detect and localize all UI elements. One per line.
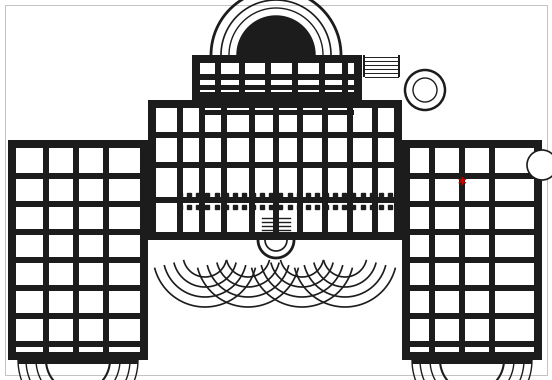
Bar — [489, 148, 495, 352]
Text: *: * — [458, 176, 466, 194]
Bar — [347, 108, 353, 232]
Bar — [402, 352, 542, 360]
Bar — [354, 55, 362, 100]
Bar — [410, 201, 534, 207]
Bar — [103, 148, 109, 352]
Bar — [410, 173, 534, 179]
Bar — [319, 63, 325, 92]
Bar — [410, 341, 534, 347]
Bar — [215, 63, 221, 92]
Bar — [8, 352, 148, 360]
Bar — [410, 313, 534, 319]
Bar — [16, 201, 140, 207]
Bar — [43, 148, 49, 352]
Bar — [16, 341, 140, 347]
Bar — [177, 108, 183, 232]
Circle shape — [527, 150, 552, 180]
Bar — [16, 229, 140, 235]
Bar — [410, 229, 534, 235]
Bar — [410, 285, 534, 291]
Bar — [402, 140, 410, 360]
Bar — [16, 285, 140, 291]
Bar — [8, 140, 16, 360]
Bar — [192, 55, 362, 63]
Bar — [398, 55, 400, 77]
Bar — [402, 140, 542, 148]
Bar — [73, 148, 79, 352]
Bar — [148, 100, 402, 108]
Bar — [322, 108, 328, 232]
Circle shape — [413, 78, 437, 102]
Bar — [156, 162, 394, 168]
Bar — [199, 108, 205, 232]
Bar — [16, 257, 140, 263]
Bar — [459, 148, 465, 352]
Bar — [156, 132, 394, 138]
Bar — [16, 313, 140, 319]
Bar — [148, 100, 156, 240]
Bar — [342, 63, 348, 92]
Bar — [273, 108, 279, 232]
Bar — [429, 148, 435, 352]
Circle shape — [405, 70, 445, 110]
Bar — [394, 100, 402, 240]
Polygon shape — [238, 17, 314, 55]
Bar — [140, 140, 148, 360]
Bar — [18, 356, 138, 364]
Bar — [16, 173, 140, 179]
Bar — [534, 140, 542, 360]
Bar — [239, 63, 245, 92]
Bar — [249, 108, 255, 232]
Bar — [363, 55, 365, 77]
Bar — [297, 108, 303, 232]
Bar — [265, 63, 271, 92]
Bar — [156, 197, 394, 203]
Bar — [221, 108, 227, 232]
Bar — [192, 55, 200, 100]
Bar — [8, 140, 148, 148]
Bar — [412, 356, 532, 364]
Bar — [148, 232, 402, 240]
Bar — [192, 92, 362, 100]
Bar — [292, 63, 298, 92]
Bar — [200, 110, 354, 115]
Bar — [200, 85, 354, 90]
Bar — [410, 257, 534, 263]
Bar — [372, 108, 378, 232]
Bar — [200, 74, 354, 80]
